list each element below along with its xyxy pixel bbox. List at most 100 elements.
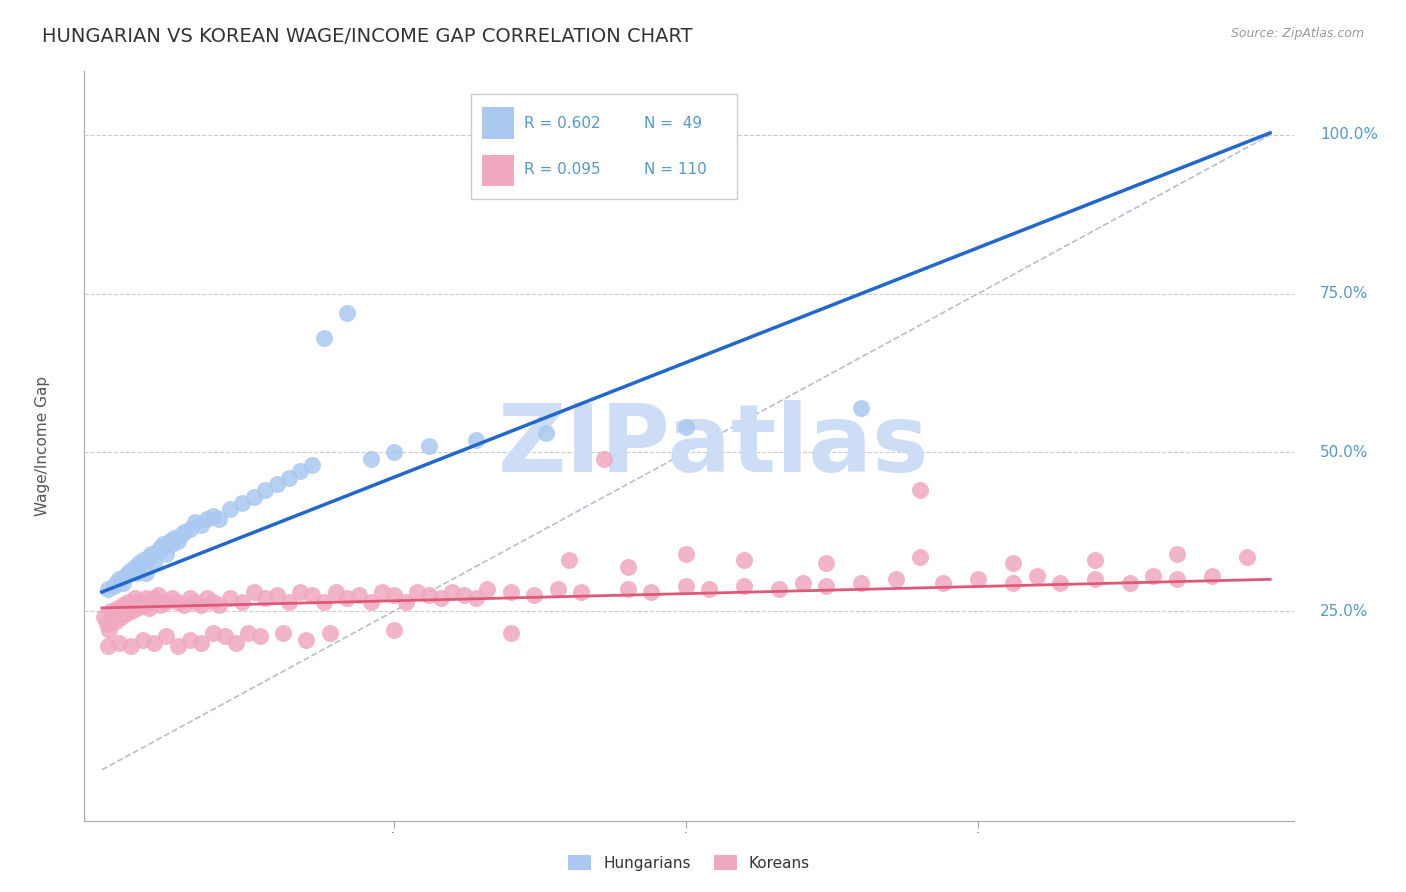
Point <box>616 582 638 596</box>
Point <box>675 579 697 593</box>
Point <box>429 591 451 606</box>
Point <box>325 585 347 599</box>
Point <box>336 306 359 320</box>
Point <box>851 401 873 415</box>
Point <box>179 591 201 606</box>
Point <box>219 502 242 516</box>
Point <box>464 433 486 447</box>
Legend: Hungarians, Koreans: Hungarians, Koreans <box>562 848 815 877</box>
Point <box>1119 575 1142 590</box>
Point <box>884 572 907 586</box>
Point <box>1201 569 1223 583</box>
Point <box>675 547 697 561</box>
Point <box>214 630 236 644</box>
Point <box>111 575 134 590</box>
Point <box>336 591 359 606</box>
Point <box>146 543 169 558</box>
Point <box>96 616 118 631</box>
Point <box>301 588 323 602</box>
Point <box>155 547 177 561</box>
Point <box>195 512 218 526</box>
Point <box>107 601 129 615</box>
Point <box>312 594 335 608</box>
Point <box>236 626 259 640</box>
Point <box>97 582 120 596</box>
Point <box>593 451 616 466</box>
Point <box>932 575 955 590</box>
Point <box>1142 569 1164 583</box>
Point <box>1002 557 1025 571</box>
Point <box>190 518 212 533</box>
Point <box>254 591 277 606</box>
Point <box>271 626 294 640</box>
Point <box>132 632 155 647</box>
Point <box>208 512 231 526</box>
Point <box>93 610 115 624</box>
Point <box>569 585 592 599</box>
Point <box>149 541 172 555</box>
Point <box>190 598 212 612</box>
Point <box>166 639 188 653</box>
Point <box>967 572 990 586</box>
Point <box>139 594 162 608</box>
Point <box>534 426 557 441</box>
Point <box>382 445 405 459</box>
Point <box>675 420 697 434</box>
Point <box>301 458 323 472</box>
Point <box>318 626 340 640</box>
Point <box>190 636 212 650</box>
Point <box>499 585 522 599</box>
Point <box>266 588 288 602</box>
Point <box>347 588 370 602</box>
Point <box>160 591 183 606</box>
Text: 75.0%: 75.0% <box>1320 286 1368 301</box>
Text: 100.0%: 100.0% <box>1320 128 1378 143</box>
Point <box>733 553 755 567</box>
Point <box>125 566 148 580</box>
Point <box>111 598 134 612</box>
Point <box>547 582 569 596</box>
Point <box>120 563 142 577</box>
Point <box>149 598 172 612</box>
Point <box>97 639 120 653</box>
Point <box>371 585 394 599</box>
Point <box>179 632 201 647</box>
Point <box>152 537 174 551</box>
Point <box>132 598 155 612</box>
Point <box>124 559 146 574</box>
Point <box>1002 575 1025 590</box>
Point <box>135 591 157 606</box>
Point <box>360 594 382 608</box>
Point <box>1049 575 1071 590</box>
Point <box>128 594 150 608</box>
Point <box>219 591 242 606</box>
Point <box>249 630 271 644</box>
Point <box>768 582 790 596</box>
Point <box>815 579 838 593</box>
Text: ZIPatlas: ZIPatlas <box>498 400 929 492</box>
Point <box>231 594 253 608</box>
Text: Source: ZipAtlas.com: Source: ZipAtlas.com <box>1230 27 1364 40</box>
Point <box>208 598 231 612</box>
Point <box>277 594 299 608</box>
Point <box>132 553 155 567</box>
Point <box>464 591 486 606</box>
Point <box>699 582 721 596</box>
Point <box>159 534 181 549</box>
Point <box>225 636 247 650</box>
Point <box>114 607 136 622</box>
Point <box>135 566 157 580</box>
Point <box>1025 569 1047 583</box>
Point <box>851 575 873 590</box>
Point <box>155 630 177 644</box>
Point <box>120 604 142 618</box>
Text: 50.0%: 50.0% <box>1320 445 1368 460</box>
Point <box>120 639 142 653</box>
Point <box>382 588 405 602</box>
Point <box>382 623 405 637</box>
Point <box>117 566 139 580</box>
Point <box>453 588 475 602</box>
Point <box>295 632 318 647</box>
Point <box>184 515 207 529</box>
Point <box>312 331 335 345</box>
